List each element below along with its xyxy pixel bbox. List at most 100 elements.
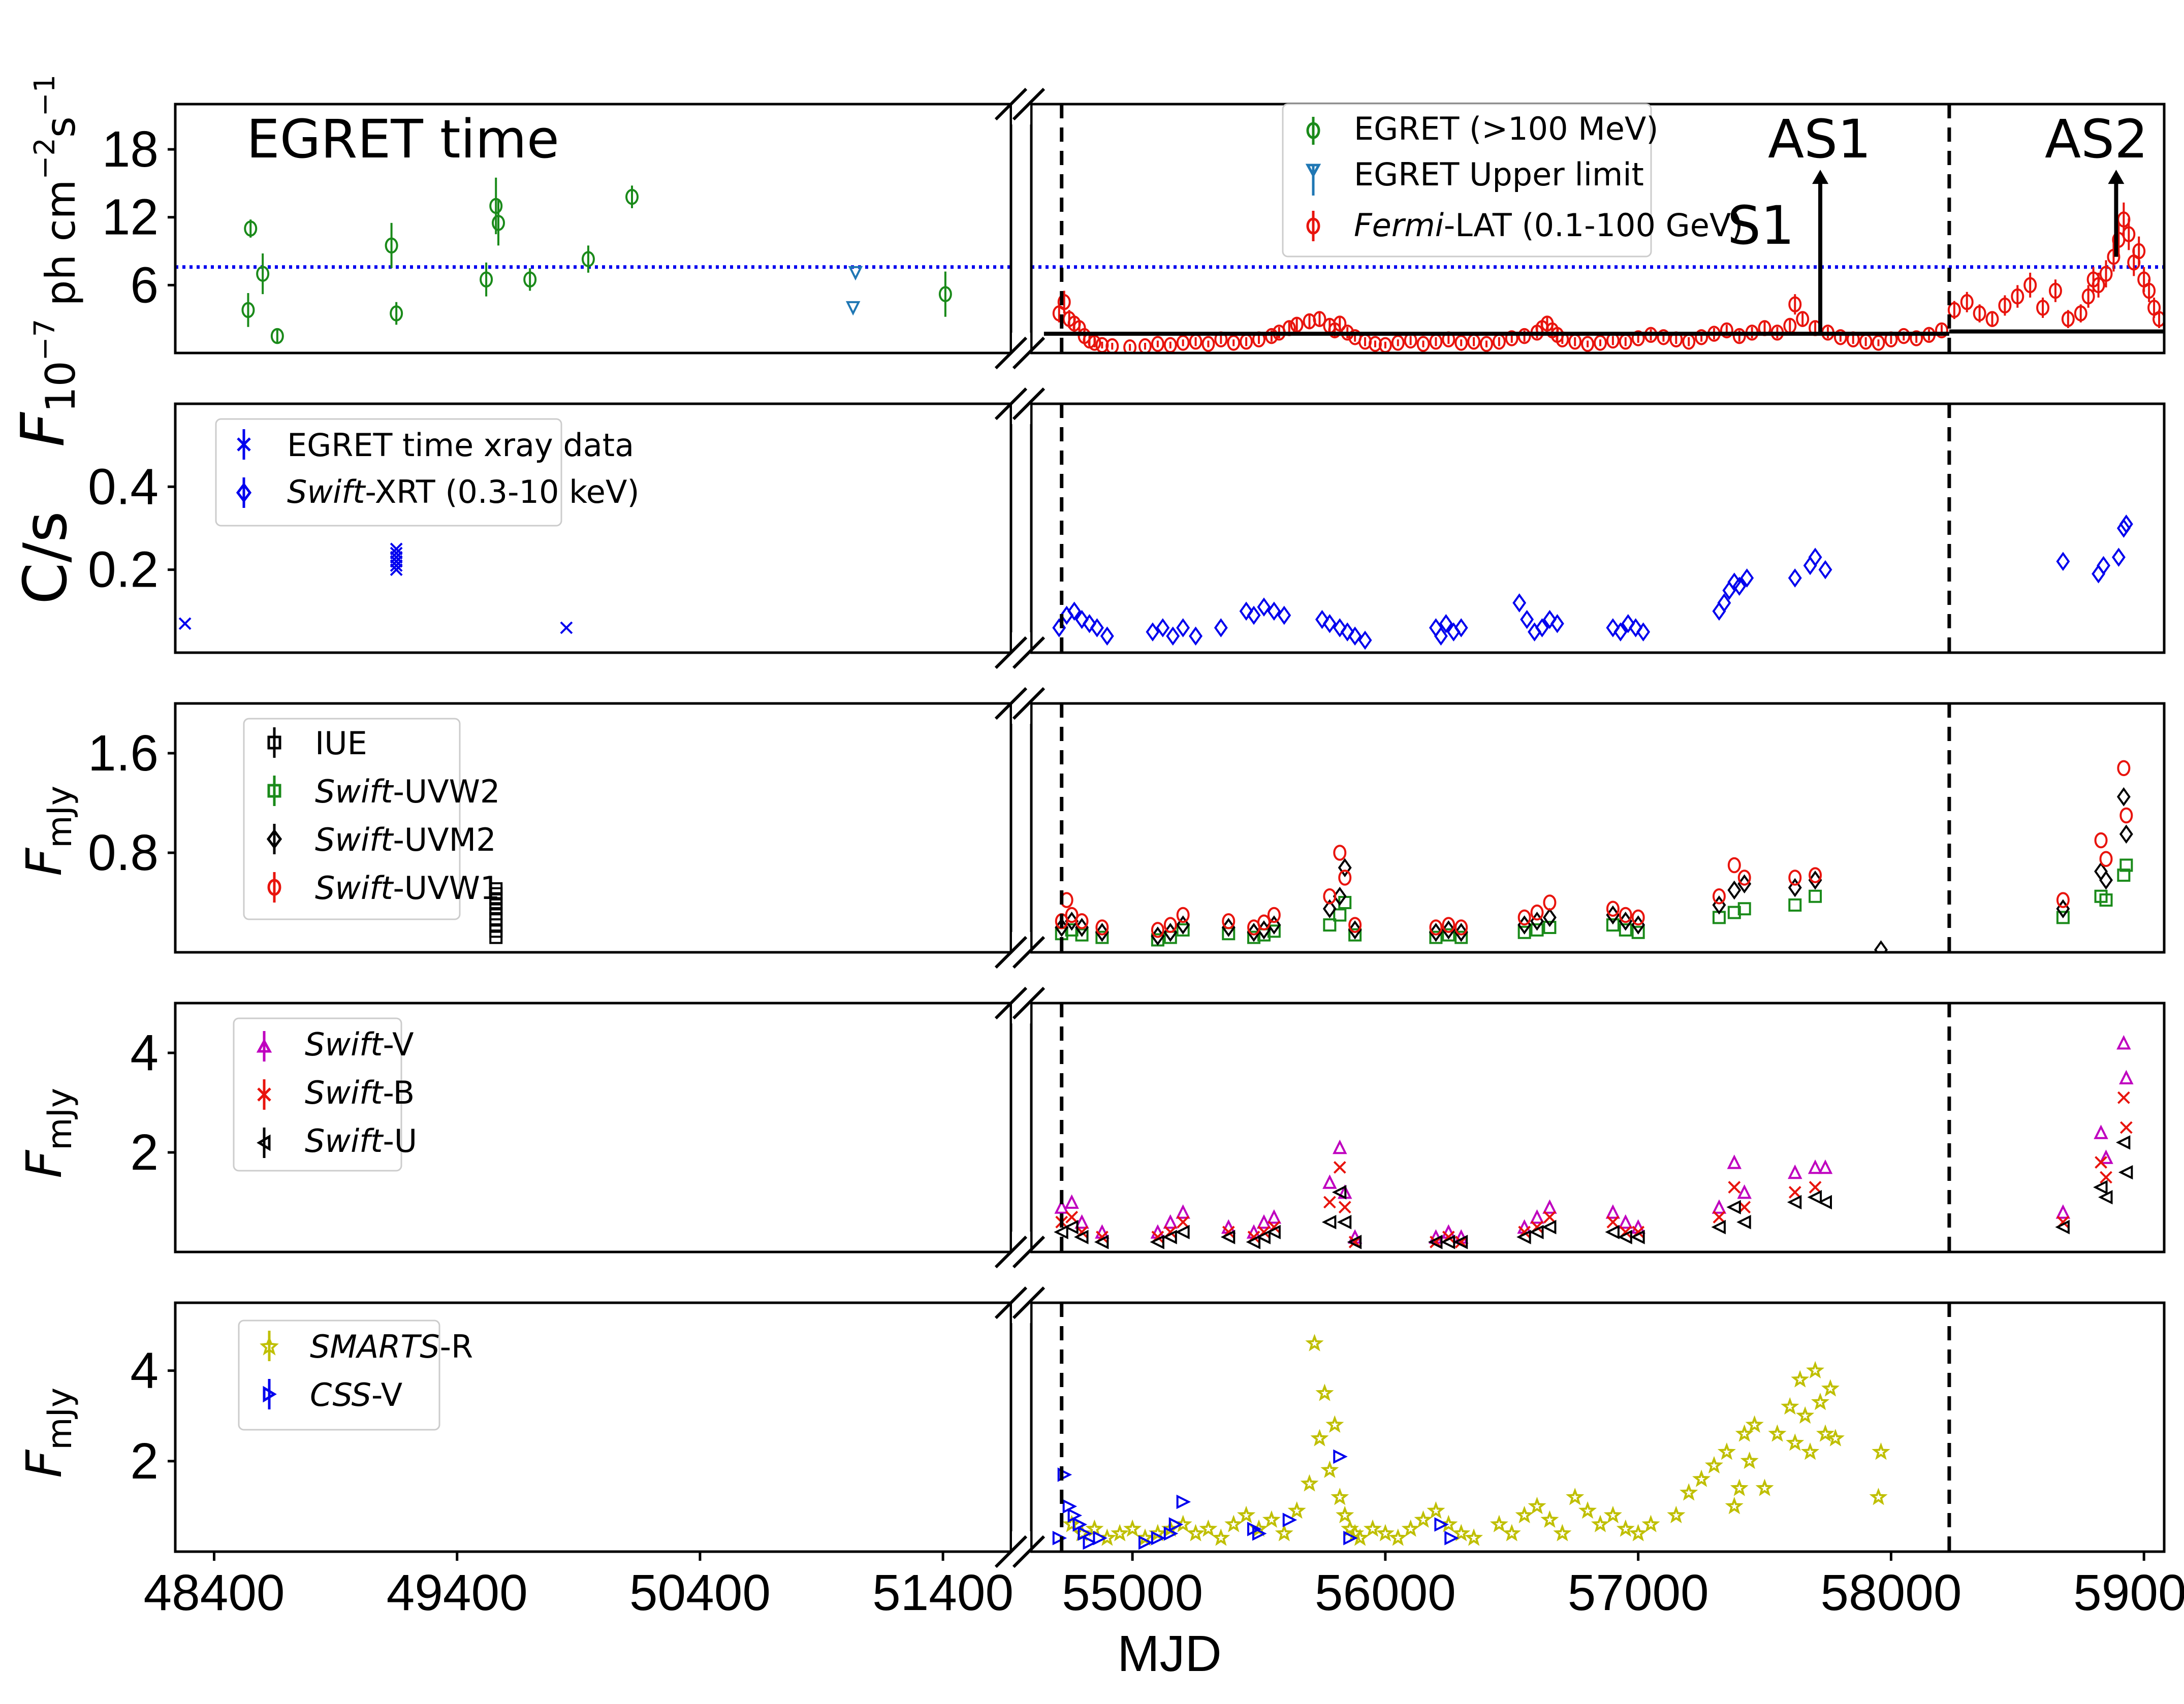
swift-uvm2-point	[1176, 915, 1190, 935]
swift-uvw1-point	[1333, 845, 1347, 861]
swift-uvw1-point	[1257, 914, 1271, 930]
legend-uv-w1-marker	[267, 872, 281, 903]
panel-optical-ylabel-f: F	[16, 1149, 73, 1178]
panel-gamma-marks	[175, 170, 2164, 353]
swift-v-point	[2116, 1035, 2131, 1050]
egret-100-mev-point	[492, 215, 505, 231]
smarts-r-point	[1745, 1415, 1764, 1433]
smarts-r-point	[1781, 1397, 1799, 1415]
break-mark-4-1	[994, 1535, 1046, 1568]
css-v-point	[1168, 1517, 1184, 1532]
swift-uvw1-point	[2056, 892, 2070, 908]
fermi-lat-0-1-100-gev-point	[1227, 335, 1241, 351]
swift-u-point	[1246, 1235, 1261, 1249]
arrow-0-head	[1812, 170, 1829, 184]
smarts-r-point	[1351, 1528, 1370, 1546]
legend-uv-w2-label: Swift-UVW2	[315, 773, 500, 810]
swift-xrt-0-3-10-kev-point	[1550, 614, 1564, 633]
swift-u-point	[2115, 1135, 2131, 1150]
swift-uvw2-point	[1631, 925, 1645, 939]
smarts-r-point	[1730, 1478, 1749, 1496]
legend-gamma-fermi-rest: -LAT (0.1-100 GeV)	[1444, 207, 1744, 244]
legend-r-band-frame	[238, 1320, 440, 1431]
fermi-lat-0-1-100-gev-point	[2048, 282, 2062, 299]
panel-uv-left-frame	[174, 702, 1012, 954]
panel-uv-ylabel-sub: mJy	[40, 786, 79, 848]
smarts-r-point	[1300, 1474, 1319, 1492]
fermi-lat-0-1-100-gev-point	[1517, 328, 1531, 344]
fermi-lat-0-1-100-gev-point	[1796, 311, 1810, 327]
panel-xray-ytick-label: 0.2	[88, 541, 159, 598]
fermi-lat-0-1-100-gev-point	[1732, 328, 1746, 344]
swift-uvw1-point	[1095, 919, 1109, 936]
swift-uvw2-point	[1075, 928, 1089, 942]
swift-uvw1-point	[1075, 913, 1089, 929]
smarts-r-point	[1062, 1515, 1081, 1532]
swift-uvw2-point	[1333, 908, 1347, 922]
css-v-point	[1052, 1531, 1067, 1546]
fermi-lat-0-1-100-gev-point	[1151, 336, 1164, 352]
fermi-lat-0-1-100-gev-point	[1264, 328, 1278, 344]
legend-uv: IUE Swift-UVW2 Swift-UVM2 Swift-UVW1	[243, 718, 500, 920]
swift-uvw2-point	[1606, 918, 1620, 932]
swift-xrt-0-3-10-kev-point	[1277, 605, 1291, 625]
legend-uv-m2-label: Swift-UVM2	[315, 821, 496, 858]
swift-u-point	[1094, 1235, 1109, 1249]
swift-xrt-0-3-10-kev-point	[1267, 601, 1281, 621]
swift-xrt-0-3-10-kev-point	[2111, 548, 2126, 567]
swift-b-point	[1788, 1185, 1801, 1199]
swift-u-point	[1332, 1185, 1347, 1200]
smarts-r-point	[1401, 1519, 1420, 1537]
legend-optical-b-marker	[257, 1079, 271, 1110]
egret-upper-limit-point	[845, 301, 861, 316]
swift-uvw1-point	[1429, 919, 1443, 936]
egret-100-mev-point	[581, 251, 595, 267]
panel-r-band-ylabel: FmJy	[16, 1388, 79, 1478]
legend-xray: EGRET time xray data Swift-XRT (0.3-10 k…	[215, 418, 640, 527]
smarts-r-point	[1791, 1370, 1810, 1388]
fermi-lat-0-1-100-gev-point	[1657, 329, 1670, 345]
smarts-r-point	[1603, 1505, 1622, 1524]
fermi-lat-0-1-100-gev-point	[1935, 322, 1948, 339]
break-mark-0-0	[994, 87, 1046, 121]
swift-uvm2-point	[2099, 871, 2113, 890]
swift-b-point	[2119, 1121, 2133, 1134]
swift-v-point	[1054, 1199, 1069, 1214]
break-mark-3-0	[994, 986, 1046, 1020]
swift-xrt-0-3-10-kev-point	[1214, 618, 1228, 637]
smarts-r-point	[1515, 1505, 1534, 1524]
smarts-r-point	[1452, 1524, 1471, 1541]
swift-u-point	[1074, 1230, 1089, 1244]
fermi-lat-0-1-100-gev-point	[1201, 336, 1215, 352]
smarts-r-point	[1704, 1456, 1724, 1474]
fermi-lat-0-1-100-gev-point	[1105, 338, 1119, 353]
smarts-r-point	[1212, 1528, 1230, 1546]
legend-uv-w1-label: Swift-UVW1	[315, 870, 500, 907]
smarts-r-point	[1591, 1515, 1610, 1532]
css-v-point	[1176, 1494, 1191, 1509]
legend-r-band-smarts-rest: -R	[440, 1328, 473, 1365]
css-v-point	[1434, 1517, 1449, 1532]
smarts-r-point	[1237, 1505, 1256, 1524]
swift-xrt-0-3-10-kev-point	[1606, 618, 1620, 637]
fermi-lat-0-1-100-gev-point	[2153, 311, 2164, 327]
smarts-r-point	[1123, 1519, 1142, 1537]
smarts-r-point	[1566, 1488, 1585, 1505]
swift-xrt-0-3-10-kev-point	[1629, 618, 1643, 637]
swift-uvw1-point	[1338, 870, 1352, 886]
swift-v-point	[2099, 1149, 2113, 1164]
fermi-lat-0-1-100-gev-point	[1313, 311, 1326, 327]
swift-uvw1-point	[2119, 807, 2133, 824]
swift-xrt-0-3-10-kev-point	[1090, 618, 1104, 637]
legend-optical-u-label: Swift-U	[305, 1122, 417, 1160]
panel-r-band: SMARTS-R CSS-V FmJy	[16, 1301, 2166, 1553]
legend-xray-xrt-marker	[236, 477, 252, 508]
swift-xrt-0-3-10-kev-point	[1083, 614, 1096, 633]
x-tick-label: 57000	[1568, 1564, 1709, 1621]
swift-uvw1-point	[1517, 909, 1531, 926]
swift-xrt-0-3-10-kev-point	[1434, 626, 1448, 646]
swift-xrt-0-3-10-kev-point	[1429, 618, 1443, 637]
annotation-as1: AS1	[1768, 108, 1871, 170]
legend-optical-v-marker	[256, 1031, 272, 1062]
legend-optical-u-rest: -U	[383, 1122, 417, 1160]
